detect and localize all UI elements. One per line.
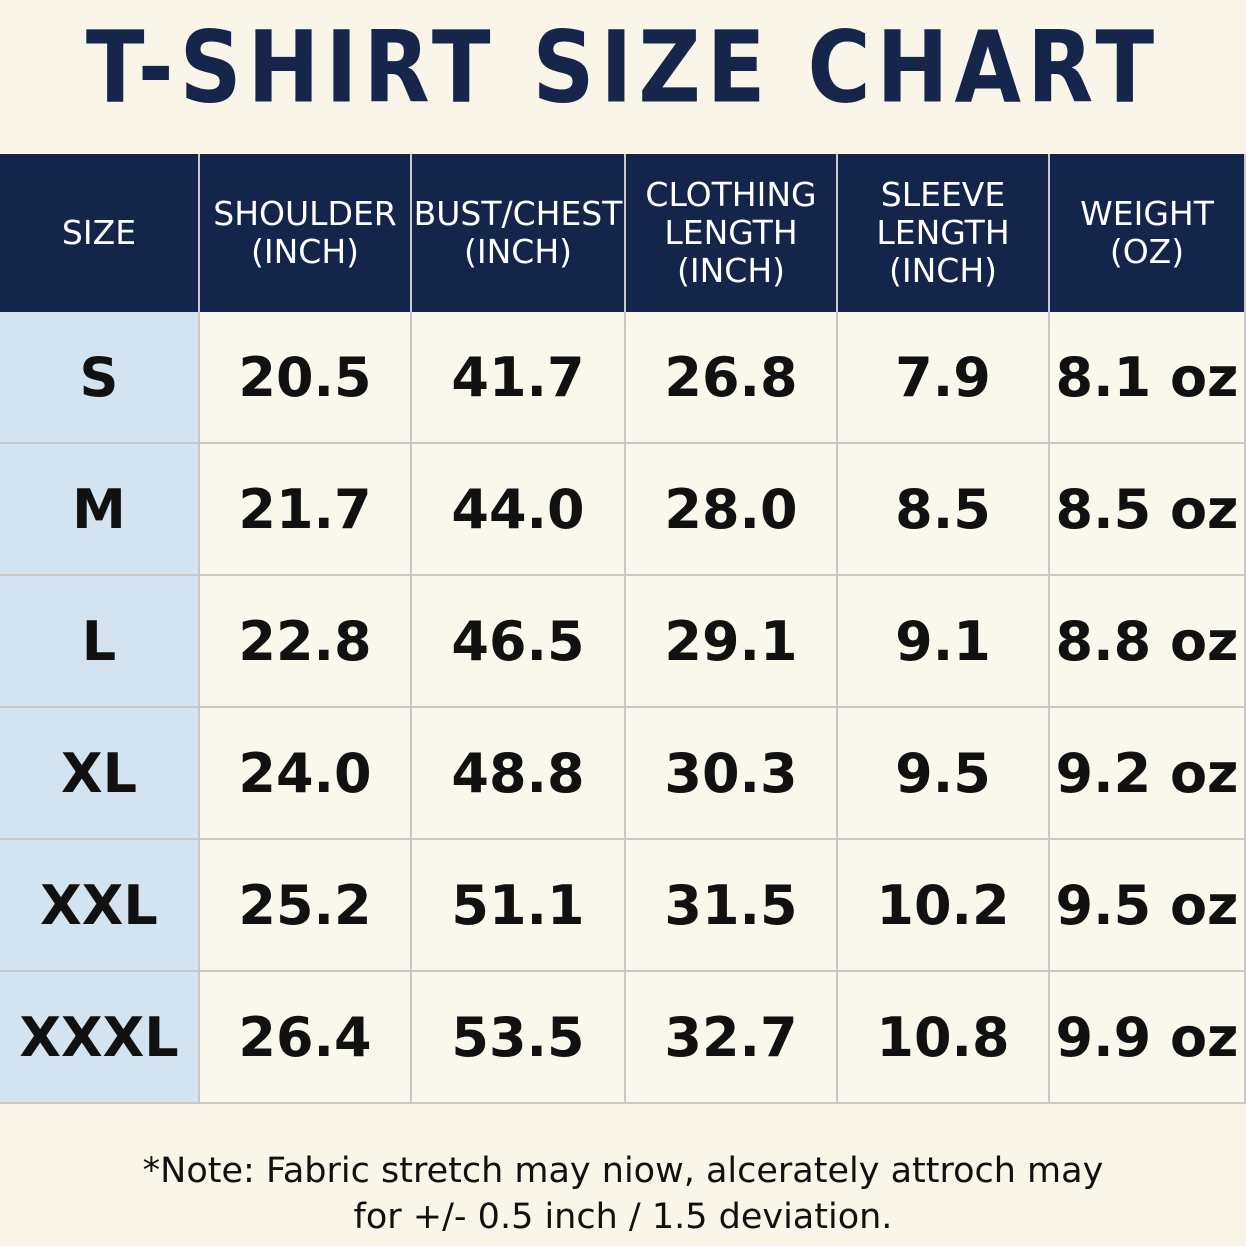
header-line: SHOULDER bbox=[213, 194, 397, 234]
value-cell: 9.2 oz bbox=[1050, 708, 1246, 840]
header-line: (OZ) bbox=[1109, 232, 1185, 271]
value-cell: 48.8 bbox=[412, 708, 626, 840]
header-line: LENGTH bbox=[876, 213, 1010, 253]
value-cell: 7.9 bbox=[838, 312, 1050, 444]
note: *Note: Fabric stretch may niow, alcerate… bbox=[0, 1148, 1246, 1240]
value-cell: 32.7 bbox=[626, 972, 838, 1104]
value-cell: 51.1 bbox=[412, 840, 626, 972]
value-cell: 10.2 bbox=[838, 840, 1050, 972]
value-cell: 8.8 oz bbox=[1050, 576, 1246, 708]
size-cell: XXXL bbox=[0, 972, 200, 1104]
value-cell: 28.0 bbox=[626, 444, 838, 576]
header-line: (INCH) bbox=[250, 232, 360, 271]
header-line: (INCH) bbox=[676, 250, 786, 290]
value-cell: 8.5 bbox=[838, 444, 1050, 576]
size-cell: M bbox=[0, 444, 200, 576]
size-cell: S bbox=[0, 312, 200, 444]
header-line: CLOTHING bbox=[645, 175, 817, 215]
header-cell: WEIGHT (OZ) bbox=[1050, 154, 1246, 312]
header-cell: CLOTHING LENGTH (INCH) bbox=[626, 154, 838, 312]
header-line: SLEEVE bbox=[880, 175, 1006, 215]
value-cell: 20.5 bbox=[200, 312, 412, 444]
size-cell: L bbox=[0, 576, 200, 708]
value-cell: 9.5 bbox=[838, 708, 1050, 840]
header-cell: SIZE bbox=[0, 154, 200, 312]
value-cell: 41.7 bbox=[412, 312, 626, 444]
value-cell: 24.0 bbox=[200, 708, 412, 840]
value-cell: 21.7 bbox=[200, 444, 412, 576]
value-cell: 29.1 bbox=[626, 576, 838, 708]
value-cell: 8.1 oz bbox=[1050, 312, 1246, 444]
value-cell: 8.5 oz bbox=[1050, 444, 1246, 576]
header-line: SIZE bbox=[61, 213, 137, 253]
header-cell: BUST/CHEST (INCH) bbox=[412, 154, 626, 312]
value-cell: 31.5 bbox=[626, 840, 838, 972]
header-line: (INCH) bbox=[888, 250, 998, 290]
header-cell: SHOULDER (INCH) bbox=[200, 154, 412, 312]
size-table: SIZE SHOULDER (INCH) BUST/CHEST (INCH) CLOTHI… bbox=[0, 154, 1246, 1104]
note-line: for +/- 0.5 inch / 1.5 deviation. bbox=[353, 1197, 893, 1237]
value-cell: 22.8 bbox=[200, 576, 412, 708]
header-line: BUST/CHEST bbox=[413, 194, 623, 234]
value-cell: 26.8 bbox=[626, 312, 838, 444]
value-cell: 10.8 bbox=[838, 972, 1050, 1104]
header-line: LENGTH bbox=[664, 213, 798, 253]
header-line: (INCH) bbox=[463, 232, 573, 271]
value-cell: 44.0 bbox=[412, 444, 626, 576]
size-cell: XXL bbox=[0, 840, 200, 972]
value-cell: 53.5 bbox=[412, 972, 626, 1104]
value-cell: 9.5 oz bbox=[1050, 840, 1246, 972]
value-cell: 26.4 bbox=[200, 972, 412, 1104]
value-cell: 30.3 bbox=[626, 708, 838, 840]
header-line: WEIGHT bbox=[1080, 194, 1214, 234]
title: T-SHIRT SIZE CHART bbox=[85, 10, 1161, 126]
value-cell: 9.9 oz bbox=[1050, 972, 1246, 1104]
value-cell: 46.5 bbox=[412, 576, 626, 708]
header-cell: SLEEVE LENGTH (INCH) bbox=[838, 154, 1050, 312]
value-cell: 25.2 bbox=[200, 840, 412, 972]
value-cell: 9.1 bbox=[838, 576, 1050, 708]
note-line: *Note: Fabric stretch may niow, alcerate… bbox=[142, 1151, 1104, 1191]
size-cell: XL bbox=[0, 708, 200, 840]
